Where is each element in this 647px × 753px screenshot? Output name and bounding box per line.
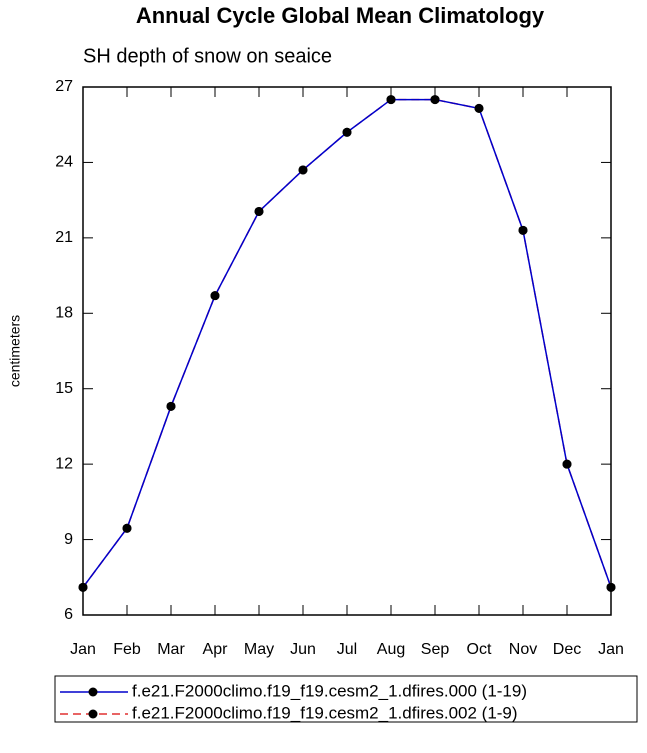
- data-point: [562, 459, 572, 469]
- y-tick-label: 27: [55, 78, 73, 95]
- data-point: [210, 291, 220, 301]
- legend-label: f.e21.F2000climo.f19_f19.cesm2_1.dfires.…: [132, 681, 527, 700]
- x-tick-label: Aug: [377, 641, 405, 658]
- series-line: [82, 98, 612, 588]
- y-axis-label: centimeters: [7, 315, 23, 387]
- legend-label: f.e21.F2000climo.f19_f19.cesm2_1.dfires.…: [132, 703, 518, 722]
- x-tick-label: Mar: [157, 641, 185, 658]
- y-tick-label: 9: [64, 531, 73, 548]
- chart-subtitle: SH depth of snow on seaice: [83, 45, 332, 67]
- x-tick-label: May: [244, 641, 274, 658]
- data-point: [298, 165, 308, 175]
- y-tick-label: 12: [55, 455, 73, 472]
- x-tick-label: Jul: [337, 641, 357, 658]
- x-tick-label: Feb: [113, 641, 141, 658]
- y-tick-label: 15: [55, 380, 73, 397]
- series-line: [82, 98, 612, 588]
- chart-title: Annual Cycle Global Mean Climatology: [136, 3, 545, 28]
- data-point: [254, 206, 264, 216]
- y-tick-label: 18: [55, 305, 73, 322]
- x-tick-label: Jan: [598, 641, 624, 658]
- legend-marker: [88, 687, 98, 697]
- x-tick-label: Oct: [467, 641, 492, 658]
- x-tick-label: Sep: [421, 641, 450, 658]
- data-point: [518, 225, 528, 235]
- data-point: [166, 401, 176, 411]
- data-point: [474, 103, 484, 113]
- data-point: [78, 582, 88, 592]
- legend-marker: [88, 709, 98, 719]
- y-tick-label: 24: [55, 154, 73, 171]
- data-point: [606, 582, 616, 592]
- y-tick-label: 21: [55, 229, 73, 246]
- data-point: [342, 127, 352, 137]
- x-tick-label: Apr: [203, 641, 229, 658]
- x-tick-label: Jan: [70, 641, 96, 658]
- x-tick-label: Jun: [290, 641, 316, 658]
- plot-frame: [82, 86, 612, 616]
- legend-box: [54, 675, 638, 723]
- x-tick-label: Nov: [509, 641, 537, 658]
- data-point: [430, 95, 440, 105]
- x-tick-label: Dec: [553, 641, 581, 658]
- data-point: [386, 95, 396, 105]
- data-point: [122, 523, 132, 533]
- y-tick-label: 6: [64, 606, 73, 623]
